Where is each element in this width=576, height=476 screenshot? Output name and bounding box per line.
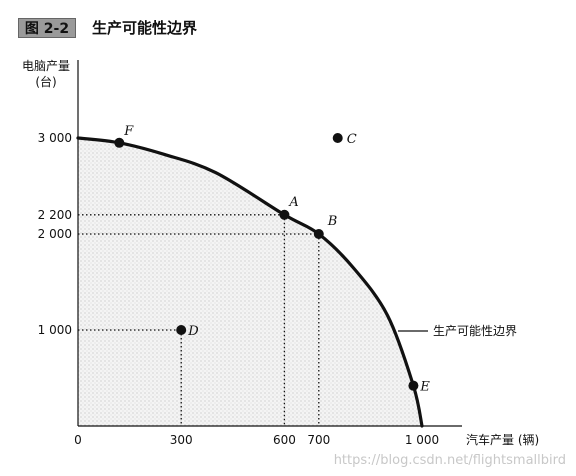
x-tick-label-300: 300 <box>170 433 193 447</box>
x-tick-label-1000: 1 000 <box>405 433 439 447</box>
y-tick-label-1000: 1 000 <box>38 323 72 337</box>
labels-group: F A B C D E 0 300 600 700 1 000 1 000 2 000 2 200 3 00… <box>22 59 539 447</box>
figure-number-badge: 图 2-2 <box>18 18 76 38</box>
ppf-curve-line <box>76 136 424 428</box>
point-e <box>408 380 419 391</box>
point-d <box>176 325 187 335</box>
x-axis-label: 汽车产量 (辆) <box>466 432 539 447</box>
dotted-guides <box>78 214 320 426</box>
curve-callout-label: 生产可能性边界 <box>433 324 517 338</box>
y-axis-unit: (台) <box>35 74 56 89</box>
point-f <box>114 137 125 148</box>
point-label-f: F <box>123 124 134 139</box>
y-axis-label: 电脑产量 <box>22 59 70 73</box>
point-label-a: A <box>288 195 298 210</box>
y-tick-label-2200: 2 200 <box>38 208 72 222</box>
figure-title: 生产可能性边界 <box>92 19 198 37</box>
point-label-d: D <box>187 324 199 339</box>
x-tick-label-0: 0 <box>74 433 82 447</box>
watermark: https://blog.csdn.net/flightsmallbird <box>333 453 566 468</box>
ppf-curve-group <box>76 136 424 428</box>
feasible-region-fill <box>78 138 422 426</box>
point-label-b: B <box>327 214 338 229</box>
y-tick-label-3000: 3 000 <box>38 131 72 145</box>
point-a <box>279 209 290 220</box>
x-tick-label-700: 700 <box>307 433 330 447</box>
points-group <box>114 133 419 391</box>
point-label-c: C <box>347 132 357 147</box>
axes <box>77 60 462 427</box>
y-tick-label-2000: 2 000 <box>38 227 72 241</box>
point-label-e: E <box>419 380 430 395</box>
feasible-region-shading <box>78 138 422 426</box>
point-c <box>332 133 343 143</box>
point-b <box>313 229 324 239</box>
x-tick-label-600: 600 <box>273 433 296 447</box>
